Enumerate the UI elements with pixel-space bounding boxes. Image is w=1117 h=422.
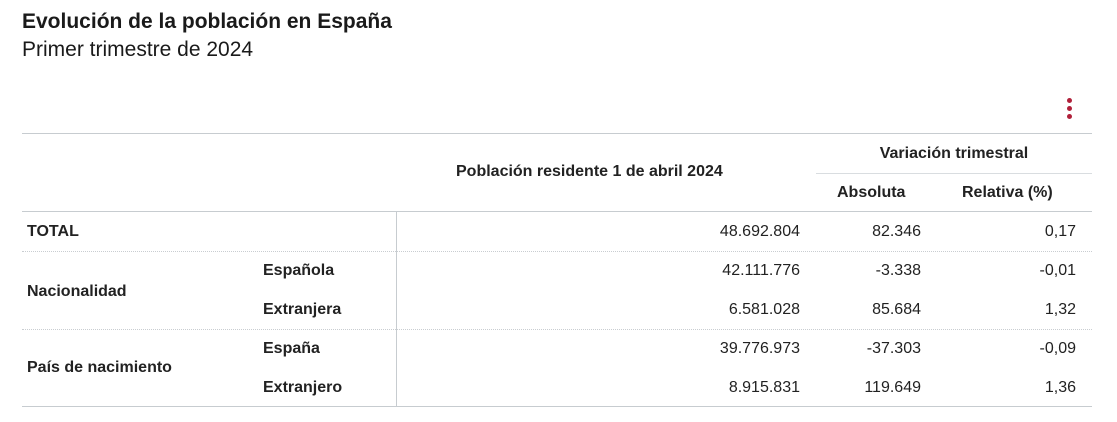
cell-population: 42.111.776 — [722, 262, 800, 279]
cell-relative: 1,36 — [1044, 379, 1076, 396]
cell-absolute: -37.303 — [866, 340, 921, 357]
table-top-border — [22, 133, 1092, 134]
page-subtitle: Primer trimestre de 2024 — [22, 38, 254, 61]
column-header-absolute: Absoluta — [837, 184, 906, 201]
header-divider — [816, 173, 1092, 174]
cell-absolute: 82.346 — [872, 223, 921, 240]
column-divider — [396, 212, 397, 406]
row-separator — [22, 329, 1092, 330]
header-bottom-border — [22, 211, 1092, 212]
row-label: España — [263, 340, 320, 357]
page-title: Evolución de la población en España — [22, 10, 392, 33]
table-bottom-border — [22, 406, 1092, 407]
cell-relative: 0,17 — [1044, 223, 1076, 240]
cell-population: 8.915.831 — [728, 379, 800, 396]
group-label-nacionalidad: Nacionalidad — [27, 283, 127, 300]
cell-population: 48.692.804 — [719, 223, 800, 240]
cell-absolute: 119.649 — [864, 379, 921, 396]
group-label-pais-nacimiento: País de nacimiento — [27, 359, 172, 376]
cell-population: 6.581.028 — [728, 301, 800, 318]
cell-absolute: -3.338 — [875, 262, 921, 279]
row-label: Extranjera — [263, 301, 342, 318]
row-separator — [22, 251, 1092, 252]
cell-relative: -0,01 — [1039, 262, 1076, 279]
cell-relative: -0,09 — [1039, 340, 1076, 357]
vertical-ellipsis-icon[interactable] — [1064, 98, 1074, 122]
row-label: Extranjero — [263, 379, 343, 396]
cell-population: 39.776.973 — [719, 340, 800, 357]
cell-relative: 1,32 — [1044, 301, 1076, 318]
column-header-relative: Relativa (%) — [962, 184, 1053, 201]
row-label-total: TOTAL — [27, 223, 79, 240]
row-label: Española — [263, 262, 335, 279]
column-header-variation: Variación trimestral — [879, 145, 1029, 162]
cell-absolute: 85.684 — [872, 301, 921, 318]
column-header-population: Población residente 1 de abril 2024 — [456, 163, 723, 180]
